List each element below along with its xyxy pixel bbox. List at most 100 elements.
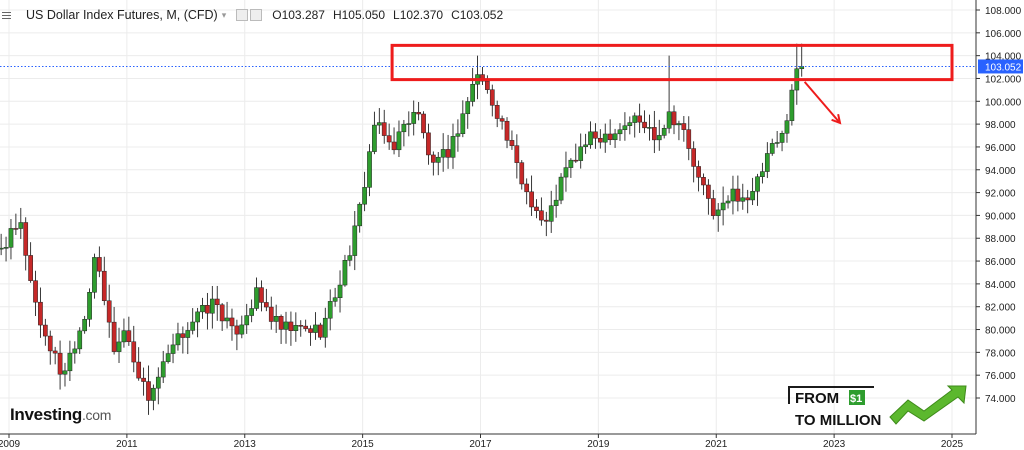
y-tick-label: 92.000 [985, 189, 1016, 200]
candle-body [303, 325, 309, 329]
y-tick-label: 104.000 [985, 52, 1022, 63]
candle-body [426, 132, 431, 156]
candle-down [539, 197, 544, 226]
candle-body [666, 111, 672, 129]
candle-up [175, 322, 181, 351]
candle-body [278, 316, 284, 330]
candle-up [435, 152, 441, 176]
candle-body [764, 153, 770, 172]
visibility-icon [250, 9, 263, 21]
candle-down [288, 311, 294, 346]
candle-down [519, 160, 525, 190]
candle-up [62, 362, 68, 387]
candle-body [229, 317, 235, 327]
candle-body [750, 191, 755, 201]
candle-down [686, 116, 692, 161]
candle-body [745, 197, 751, 201]
candle-body [244, 315, 250, 326]
y-tick-label: 78.000 [985, 348, 1016, 359]
candle-body [480, 74, 485, 82]
candle-body [337, 284, 343, 298]
candle-down [219, 303, 225, 331]
candles [0, 43, 805, 415]
candle-body [224, 317, 230, 322]
candle-down [445, 134, 451, 169]
candle-body [92, 257, 97, 293]
candle-down [52, 346, 58, 365]
candle-up [396, 120, 402, 157]
candle-body [327, 301, 333, 319]
candle-body [381, 122, 387, 136]
candle-down [136, 347, 142, 381]
candle-down [386, 123, 392, 150]
candle-body [111, 321, 117, 352]
candle-down [391, 127, 397, 155]
candle-down [28, 242, 33, 283]
candle-body [681, 123, 687, 130]
chart-title[interactable]: US Dollar Index Futures, M, (CFD) [26, 8, 218, 22]
candle-body [676, 123, 682, 126]
candle-up [332, 287, 338, 307]
chart-header: US Dollar Index Futures, M, (CFD) ▾ O103… [0, 0, 511, 30]
candle-up [190, 308, 196, 335]
brand-frame [788, 386, 874, 404]
candle-body [558, 176, 564, 201]
candle-down [57, 340, 63, 390]
investing-logo: Investing.com [10, 405, 111, 425]
candle-up [627, 116, 633, 135]
x-tick-label: 2019 [587, 439, 610, 450]
candle-up [293, 312, 299, 342]
y-tick-label: 106.000 [985, 29, 1022, 40]
candle-body [534, 206, 539, 211]
investing-logo-main: Investing [10, 405, 82, 424]
candle-up [67, 340, 73, 382]
toolbar-icons[interactable] [236, 9, 263, 21]
candle-body [647, 127, 652, 129]
candle-up [764, 142, 770, 179]
candle-down [691, 141, 697, 183]
candle-body [205, 305, 210, 314]
candle-body [553, 199, 559, 206]
candle-body [411, 112, 417, 124]
candle-down [421, 111, 426, 139]
candle-up [720, 186, 726, 226]
candle-up [460, 100, 466, 138]
candle-up [92, 253, 97, 299]
candle-body [28, 255, 33, 281]
candle-down [318, 322, 323, 340]
candle-body [445, 149, 451, 158]
candle-body [539, 210, 544, 221]
candle-body [313, 324, 318, 333]
candle-body [691, 148, 697, 167]
candle-body [632, 115, 638, 123]
menu-icon[interactable] [2, 11, 20, 19]
candle-body [38, 301, 43, 326]
candle-body [509, 140, 515, 146]
chevron-down-icon[interactable]: ▾ [221, 9, 227, 20]
candle-body [376, 122, 382, 126]
candle-body [578, 146, 584, 161]
candle-up [155, 367, 161, 405]
candle-body [548, 205, 554, 222]
candle-body [730, 188, 736, 202]
candle-body [318, 324, 323, 338]
candle-up [283, 311, 289, 344]
candle-down [573, 143, 579, 163]
candle-up [661, 124, 667, 139]
candle-body [740, 197, 746, 202]
candle-up [647, 114, 652, 141]
candle-up [342, 254, 348, 287]
candle-down [97, 246, 102, 278]
candle-down [735, 175, 741, 212]
candle-body [617, 129, 623, 135]
candle-body [209, 298, 215, 314]
candle-down [180, 326, 186, 354]
candle-up [455, 119, 461, 152]
candle-up [254, 277, 259, 311]
candle-body [62, 370, 68, 375]
candle-down [101, 256, 107, 306]
candle-body [116, 341, 122, 352]
price-axis: 74.000 76.000 78.000 80.000 82.000 84.000 86.0… [976, 6, 1022, 405]
candle-body [431, 154, 436, 163]
